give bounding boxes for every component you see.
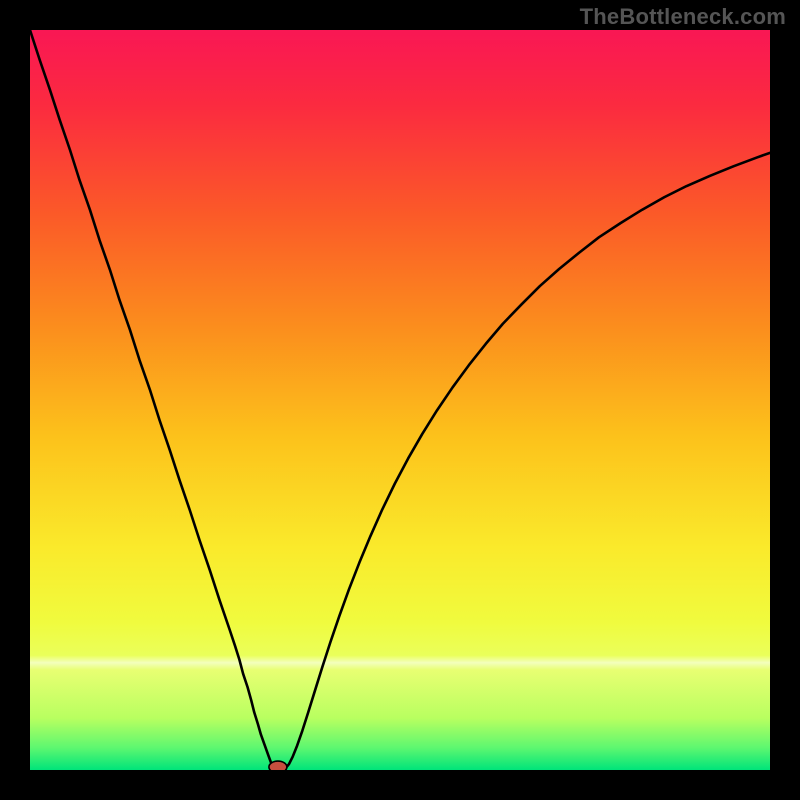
watermark-text: TheBottleneck.com <box>580 4 786 30</box>
minimum-marker <box>269 761 287 770</box>
plot-area <box>30 30 770 770</box>
bottleneck-chart <box>30 30 770 770</box>
outer-frame: TheBottleneck.com <box>0 0 800 800</box>
chart-background <box>30 30 770 770</box>
